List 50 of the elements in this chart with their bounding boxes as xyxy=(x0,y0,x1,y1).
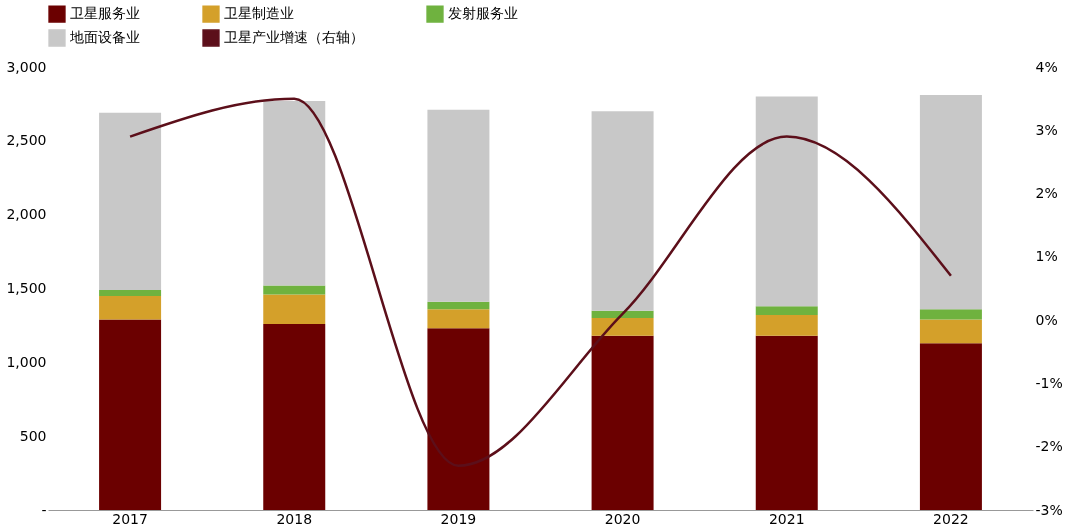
y-tick-label: 500 xyxy=(19,427,47,444)
y-tick-label: - xyxy=(41,501,47,518)
legend-label: 发射服务业 xyxy=(448,5,518,22)
y-tick-label: 2,500 xyxy=(6,132,47,149)
bar xyxy=(755,96,818,307)
bar xyxy=(919,343,982,510)
y2-tick-label: -1% xyxy=(1035,374,1063,391)
y2-tick-label: -2% xyxy=(1035,438,1063,455)
bar xyxy=(99,295,162,320)
bar xyxy=(427,301,490,310)
bar xyxy=(591,335,654,510)
y-tick-label: 2,000 xyxy=(6,206,47,223)
bar xyxy=(919,95,982,310)
bar xyxy=(919,319,982,344)
bar xyxy=(427,309,490,329)
bar xyxy=(755,315,818,336)
legend-label: 卫星服务业 xyxy=(70,5,140,22)
bar xyxy=(755,306,818,316)
y-tick-label: 1,500 xyxy=(6,280,47,296)
bar xyxy=(427,109,490,302)
x-tick-label: 2022 xyxy=(933,510,969,527)
bar xyxy=(263,100,326,286)
bar xyxy=(427,328,490,510)
y2-tick-label: -3% xyxy=(1035,501,1063,518)
y2-tick-label: 1% xyxy=(1035,248,1058,265)
bar xyxy=(263,285,326,295)
x-tick-label: 2019 xyxy=(440,510,477,527)
x-tick-label: 2020 xyxy=(604,510,641,527)
line-series xyxy=(128,97,953,467)
bar xyxy=(263,294,326,324)
y-tick-label: 3,000 xyxy=(6,58,47,75)
legend-label: 卫星制造业 xyxy=(224,5,294,22)
x-tick-label: 2017 xyxy=(112,510,148,527)
y-tick-label: 1,000 xyxy=(6,353,47,370)
legend-label: 地面设备业 xyxy=(69,29,140,45)
bar xyxy=(99,289,162,296)
x-tick-label: 2021 xyxy=(768,510,805,527)
x-tick-label: 2018 xyxy=(276,510,313,527)
bar xyxy=(919,309,982,320)
bar xyxy=(99,112,162,290)
y2-tick-label: 0% xyxy=(1035,311,1058,328)
bar xyxy=(591,111,654,311)
y2-tick-label: 2% xyxy=(1035,185,1058,202)
bar xyxy=(99,319,162,510)
y2-tick-label: 4% xyxy=(1035,58,1058,75)
bar xyxy=(591,318,654,336)
legend-label: 卫星产业增速（右轴） xyxy=(224,29,364,45)
bar xyxy=(755,335,818,510)
bar xyxy=(263,323,326,510)
y2-tick-label: 3% xyxy=(1035,121,1058,138)
